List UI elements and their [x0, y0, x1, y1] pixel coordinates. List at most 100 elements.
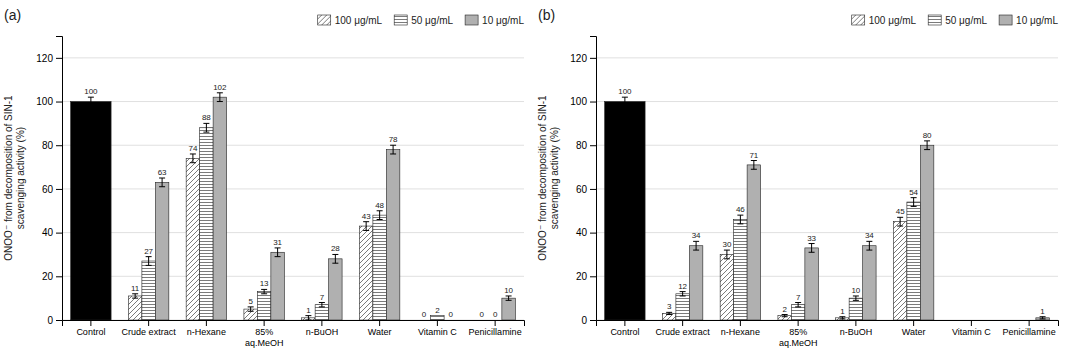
x-tick: Penicillamine	[1003, 320, 1056, 337]
x-tick-label-line: Crude extract	[656, 327, 711, 337]
grid-line	[62, 101, 524, 102]
error-bar-cap	[853, 295, 859, 296]
error-bar	[839, 317, 845, 319]
error-bar-cap	[203, 132, 209, 133]
error-bar-cap	[839, 316, 845, 317]
x-tick-label: 85%aq.MeOH	[779, 327, 818, 347]
error-bar-stem	[811, 244, 812, 253]
error-bar-stem	[869, 241, 870, 250]
bar	[907, 202, 920, 320]
x-tick-mark	[148, 320, 149, 326]
error-bar-cap	[159, 178, 165, 179]
error-bar-stem	[913, 198, 914, 207]
bar	[329, 259, 342, 320]
x-tick-mark	[321, 320, 322, 326]
error-bar-stem	[148, 257, 149, 266]
error-bar-cap	[190, 162, 196, 163]
error-bar	[275, 248, 281, 257]
error-bar-cap	[809, 252, 815, 253]
legend-label: 100 μg/mL	[335, 15, 383, 26]
bar	[417, 320, 430, 321]
data-label: 33	[807, 234, 816, 243]
y-tick-label: 120	[36, 53, 53, 64]
x-tick-label-line: Vitamin C	[418, 327, 457, 337]
bar	[200, 128, 213, 320]
error-bar-cap	[737, 215, 743, 216]
error-bar-cap	[203, 123, 209, 124]
error-bar-stem	[624, 97, 625, 106]
data-label: 46	[736, 205, 745, 214]
x-tick: n-Hexane	[187, 320, 226, 337]
error-bar-cap	[924, 149, 930, 150]
error-bar	[666, 312, 672, 314]
bar	[863, 246, 876, 320]
error-bar-cap	[680, 295, 686, 296]
grid-line	[62, 188, 524, 189]
bar	[951, 320, 964, 321]
bar	[734, 220, 747, 320]
x-tick-label: Penicillamine	[469, 327, 522, 337]
y-tick-mark	[590, 145, 596, 146]
y-axis: 020406080100120	[570, 37, 596, 326]
x-tick-label-line: Water	[368, 327, 392, 337]
bar	[605, 102, 645, 320]
x-tick: 85%aq.MeOH	[245, 320, 284, 348]
data-label: 12	[678, 282, 687, 291]
y-tick: 120	[570, 53, 596, 64]
error-bar	[261, 289, 267, 293]
error-bar	[809, 244, 815, 253]
error-bar	[190, 154, 196, 163]
error-bar-stem	[855, 296, 856, 300]
error-bar-cap	[275, 256, 281, 257]
x-tick-label: Crude extract	[656, 327, 711, 337]
legend-item: 10 μg/mL	[465, 15, 524, 26]
y-tick: 0	[47, 315, 62, 326]
x-tick-label: n-BuOH	[306, 327, 339, 337]
error-bar	[680, 292, 686, 296]
error-bar-cap	[795, 302, 801, 303]
legend-item: 50 μg/mL	[394, 15, 453, 26]
x-tick-mark	[379, 320, 380, 326]
y-tick-mark	[56, 233, 62, 234]
error-bar-cap	[319, 306, 325, 307]
grid-line	[62, 232, 524, 233]
error-bar	[866, 241, 872, 250]
data-label: 34	[692, 231, 701, 240]
data-label: 31	[273, 238, 282, 247]
x-axis-line	[63, 321, 525, 327]
error-bar-stem	[308, 316, 309, 320]
data-label: 48	[375, 201, 384, 210]
data-label: 80	[923, 131, 932, 140]
bar	[475, 320, 488, 321]
y-axis-title-line: scavenging activity (%)	[549, 127, 560, 229]
x-tick-label-line: n-Hexane	[721, 327, 760, 337]
x-tick-label: Crude extract	[122, 327, 177, 337]
error-bar-cap	[737, 223, 743, 224]
bar	[849, 298, 862, 320]
y-tick-mark	[56, 58, 62, 59]
x-tick-label-line: Control	[76, 327, 105, 337]
legend: 100 μg/mL50 μg/mL10 μg/mL	[852, 15, 1059, 26]
bar	[676, 294, 689, 320]
bar	[662, 313, 675, 320]
error-bar-stem	[335, 254, 336, 263]
figure: 1174514300278813748201006310231287801002…	[0, 0, 1068, 360]
error-bar-cap	[363, 230, 369, 231]
bar	[791, 305, 804, 320]
x-tick: Water	[902, 320, 926, 337]
error-bar-cap	[809, 243, 815, 244]
grid-line	[596, 276, 1058, 277]
data-label: 0	[479, 310, 484, 319]
error-bar-cap	[506, 295, 512, 296]
error-bar	[1040, 317, 1046, 319]
y-tick-label: 60	[42, 184, 54, 195]
legend-swatch	[465, 15, 478, 25]
error-bar	[724, 250, 730, 259]
x-axis: ControlCrude extractn-Hexane85%aq.MeOHn-…	[597, 320, 1059, 348]
grid-line	[596, 188, 1058, 189]
error-bar-cap	[88, 97, 94, 98]
marks	[605, 97, 1050, 320]
legend-item: 50 μg/mL	[928, 15, 987, 26]
x-tick: Crude extract	[656, 320, 711, 337]
y-axis-title-line: ONOO⁻ from decomposition of SIN-1	[3, 95, 14, 261]
